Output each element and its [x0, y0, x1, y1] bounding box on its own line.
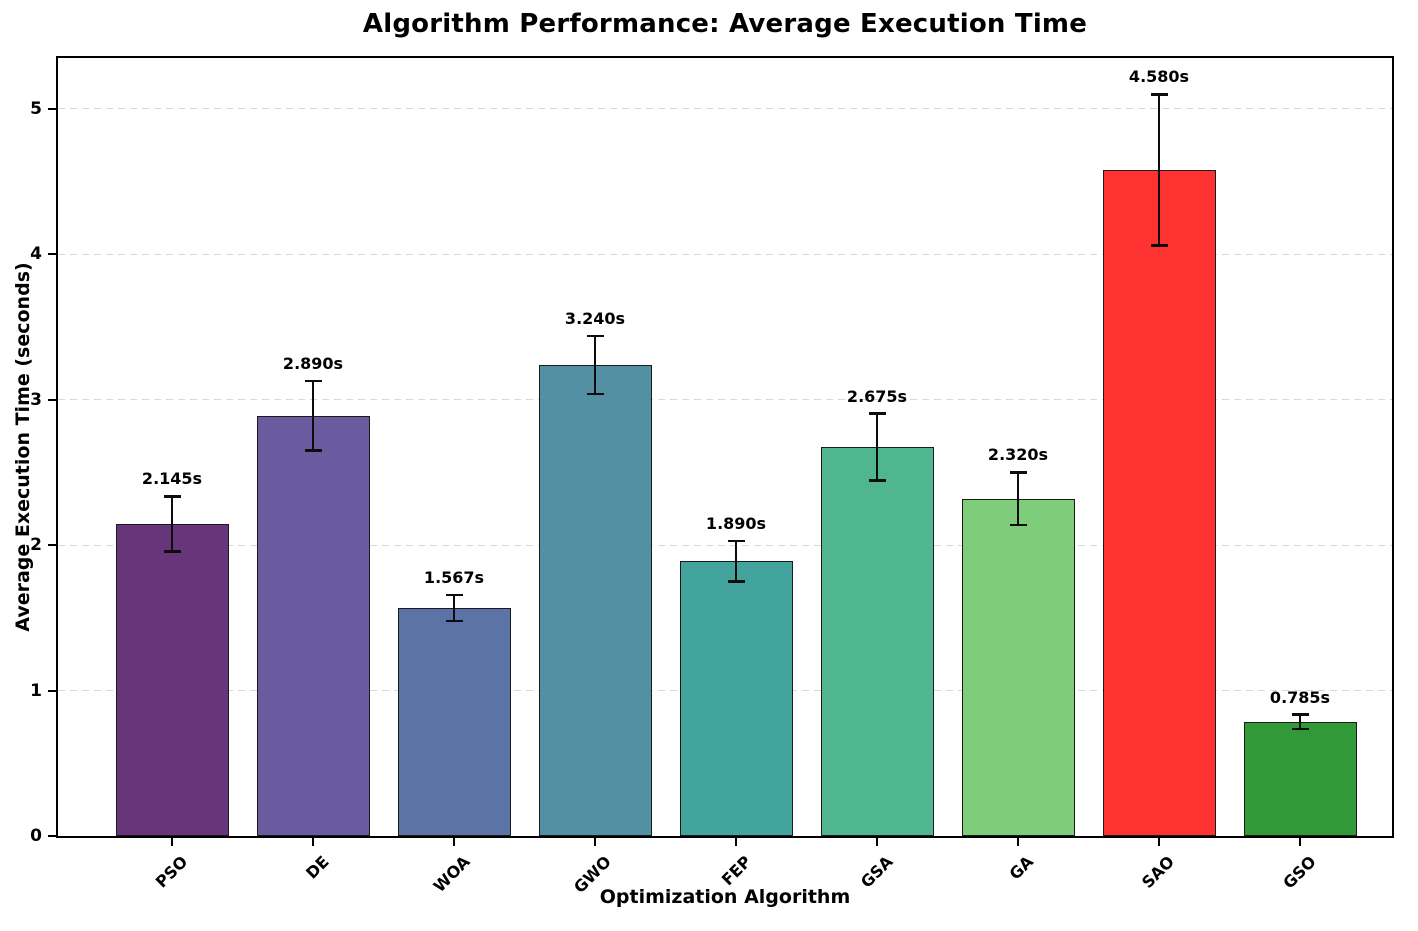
y-tick-label-5: 5 — [30, 98, 42, 119]
error-bar-sao — [1157, 94, 1161, 246]
x-tick-gsa — [876, 838, 878, 846]
error-bar-gso — [1298, 714, 1302, 730]
x-tick-gwo — [594, 838, 596, 846]
y-axis-label: Average Execution Time (seconds) — [12, 262, 34, 632]
value-label-ga: 2.320s — [987, 445, 1049, 465]
chart-title: Algorithm Performance: Average Execution… — [362, 9, 1088, 39]
x-tick-ga — [1017, 838, 1019, 846]
error-bar-fep — [734, 540, 738, 582]
y-tick-1 — [48, 689, 56, 692]
error-cap-bottom-ga — [1009, 523, 1027, 527]
x-tick-pso — [171, 838, 173, 846]
bar-gsa — [820, 447, 934, 836]
error-cap-bottom-de — [304, 449, 322, 452]
x-tick-label-fep: FEP — [718, 852, 756, 890]
y-tick-label-4: 4 — [30, 244, 42, 265]
y-tick-5 — [48, 107, 56, 110]
error-bar-gwo — [593, 335, 597, 394]
y-tick-label-3: 3 — [30, 389, 42, 410]
gridline-5 — [58, 108, 1392, 110]
value-label-de: 2.890s — [282, 353, 344, 373]
x-tick-label-de: DE — [301, 852, 333, 883]
gridline-3 — [58, 399, 1392, 401]
y-tick-label-2: 2 — [30, 535, 42, 556]
y-tick-3 — [48, 398, 56, 401]
value-label-pso: 2.145s — [141, 469, 203, 489]
gridline-2 — [58, 544, 1392, 546]
error-cap-top-gwo — [586, 334, 604, 338]
error-bar-de — [311, 380, 315, 451]
x-tick-sao — [1158, 838, 1160, 846]
y-tick-4 — [48, 253, 56, 256]
x-tick-label-ga: GA — [1005, 852, 1038, 884]
y-tick-label-0: 0 — [30, 826, 42, 846]
value-label-fep: 1.890s — [705, 513, 767, 533]
bar-ga — [961, 498, 1075, 836]
y-tick-0 — [48, 835, 56, 837]
bar-woa — [397, 608, 511, 836]
plot-area: 2.145s 2.890s 1.567s 3.240s 1.890s 2.675s 2.32… — [56, 56, 1394, 838]
error-cap-top-gsa — [868, 412, 886, 415]
bar-de — [256, 415, 370, 836]
error-cap-bottom-gwo — [586, 392, 604, 396]
error-cap-bottom-gsa — [868, 479, 886, 482]
bar-fep — [679, 561, 793, 836]
value-label-woa: 1.567s — [423, 568, 485, 588]
bar-sao — [1102, 169, 1216, 836]
bar-gso — [1243, 721, 1357, 836]
value-label-gsa: 2.675s — [846, 386, 908, 406]
x-tick-de — [312, 838, 314, 846]
error-cap-top-pso — [163, 495, 181, 498]
error-bar-gsa — [875, 413, 879, 481]
x-tick-woa — [453, 838, 455, 846]
error-cap-bottom-sao — [1150, 244, 1168, 247]
x-tick-fep — [735, 838, 737, 846]
error-cap-bottom-fep — [727, 580, 745, 583]
error-cap-top-gso — [1291, 713, 1309, 716]
error-bar-woa — [452, 595, 456, 622]
error-cap-bottom-woa — [445, 619, 463, 623]
error-cap-top-sao — [1150, 93, 1168, 96]
error-cap-bottom-gso — [1291, 727, 1309, 731]
value-label-gso: 0.785s — [1269, 687, 1331, 707]
error-cap-top-de — [304, 379, 322, 383]
error-bar-ga — [1016, 472, 1020, 525]
y-tick-label-1: 1 — [30, 680, 42, 701]
error-cap-top-woa — [445, 593, 463, 597]
error-cap-top-ga — [1009, 471, 1027, 474]
value-label-sao: 4.580s — [1128, 67, 1190, 87]
x-axis-label: Optimization Algorithm — [599, 886, 851, 908]
error-cap-bottom-pso — [163, 550, 181, 553]
y-tick-2 — [48, 544, 56, 547]
error-bar-pso — [170, 496, 174, 552]
bar-gwo — [538, 364, 652, 836]
error-cap-top-fep — [727, 539, 745, 543]
x-tick-gso — [1299, 838, 1301, 846]
bar-pso — [115, 524, 229, 836]
value-label-gwo: 3.240s — [564, 308, 626, 328]
gridline-4 — [58, 253, 1392, 255]
